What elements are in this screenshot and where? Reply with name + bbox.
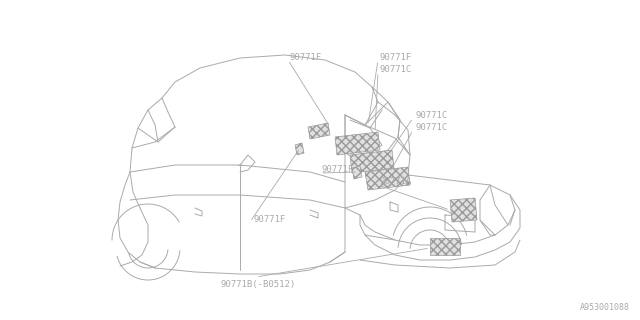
Polygon shape	[365, 167, 410, 190]
Polygon shape	[335, 132, 380, 155]
Text: 90771C: 90771C	[380, 65, 412, 74]
Polygon shape	[308, 123, 330, 139]
Text: 90771C: 90771C	[415, 110, 447, 119]
Text: 90771F: 90771F	[253, 215, 285, 225]
Text: 90771F: 90771F	[380, 52, 412, 61]
Polygon shape	[450, 198, 477, 222]
Polygon shape	[430, 238, 460, 255]
Text: A953001088: A953001088	[580, 303, 630, 312]
Text: 90771F: 90771F	[322, 165, 355, 174]
Text: 90771F: 90771F	[290, 52, 323, 61]
Text: 90771A: 90771A	[380, 178, 412, 187]
Polygon shape	[352, 166, 362, 179]
Text: 90771C: 90771C	[415, 124, 447, 132]
Text: 90771B(-B0512): 90771B(-B0512)	[220, 281, 296, 290]
Polygon shape	[295, 143, 304, 155]
Polygon shape	[350, 150, 394, 173]
